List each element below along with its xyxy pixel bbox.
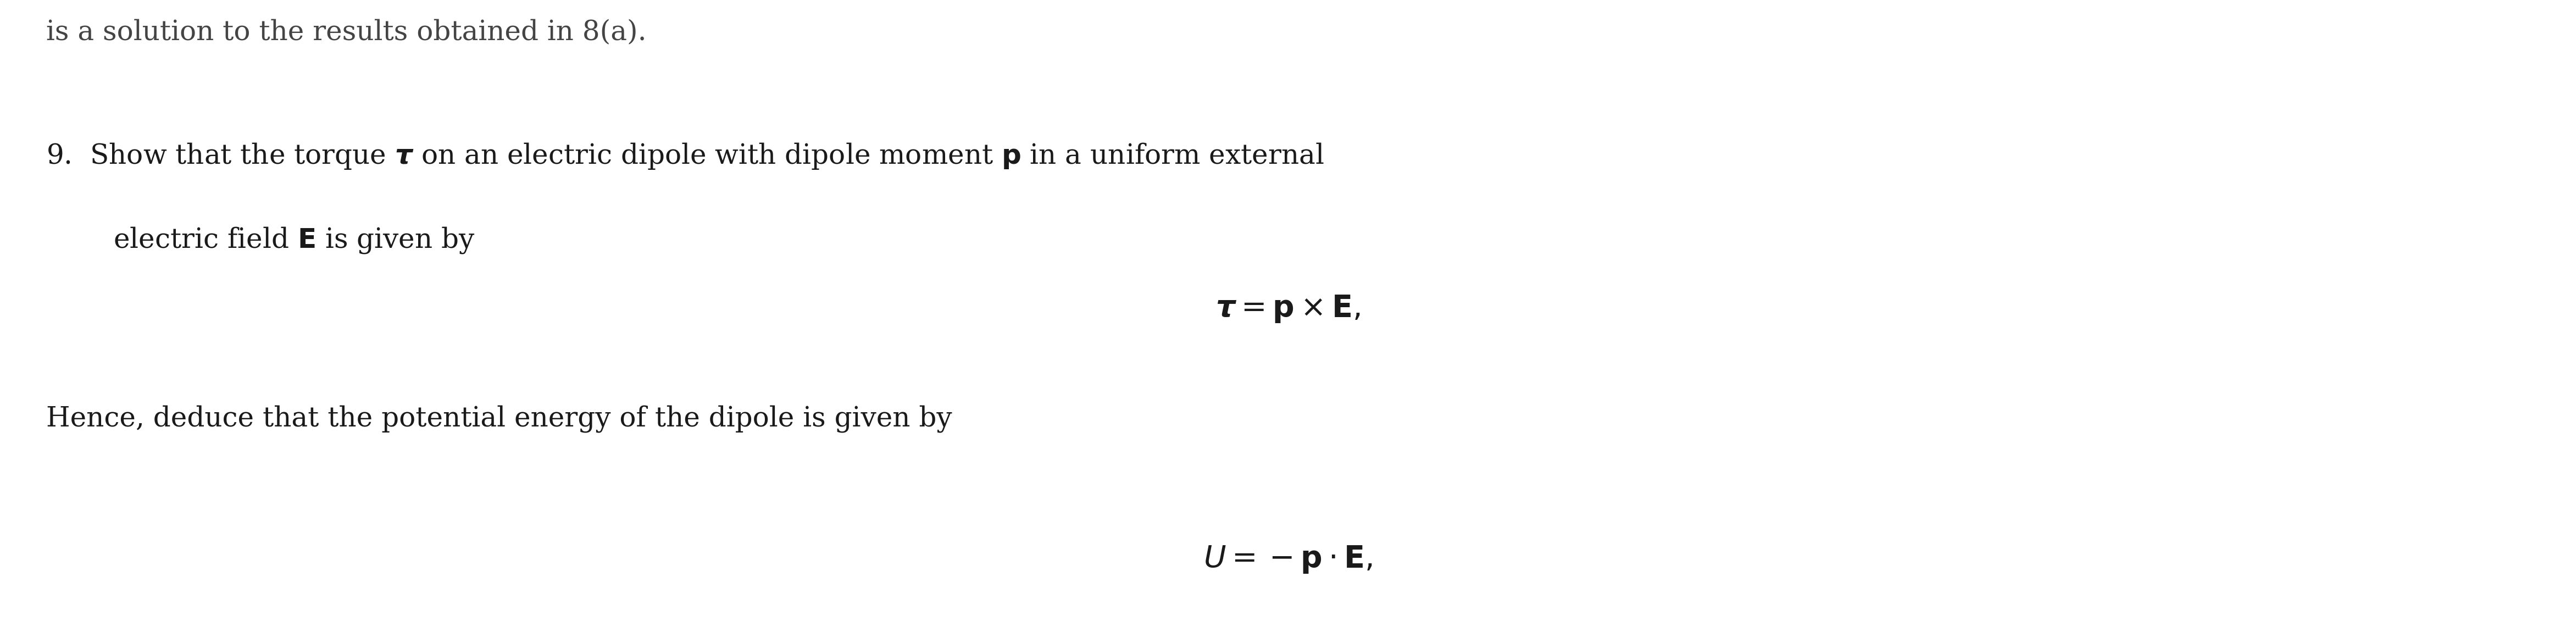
Text: Hence, deduce that the potential energy of the dipole is given by: Hence, deduce that the potential energy … xyxy=(46,405,953,433)
Text: $\boldsymbol{\tau} = \mathbf{p} \times \mathbf{E},$: $\boldsymbol{\tau} = \mathbf{p} \times \… xyxy=(1216,293,1360,324)
Text: electric field $\mathbf{E}$ is given by: electric field $\mathbf{E}$ is given by xyxy=(113,225,477,255)
Text: $U = -\mathbf{p} \cdot \mathbf{E},$: $U = -\mathbf{p} \cdot \mathbf{E},$ xyxy=(1203,544,1373,575)
Text: is a solution to the results obtained in 8(a).: is a solution to the results obtained in… xyxy=(46,19,647,46)
Text: 9.  Show that the torque $\boldsymbol{\tau}$ on an electric dipole with dipole m: 9. Show that the torque $\boldsymbol{\ta… xyxy=(46,141,1324,171)
